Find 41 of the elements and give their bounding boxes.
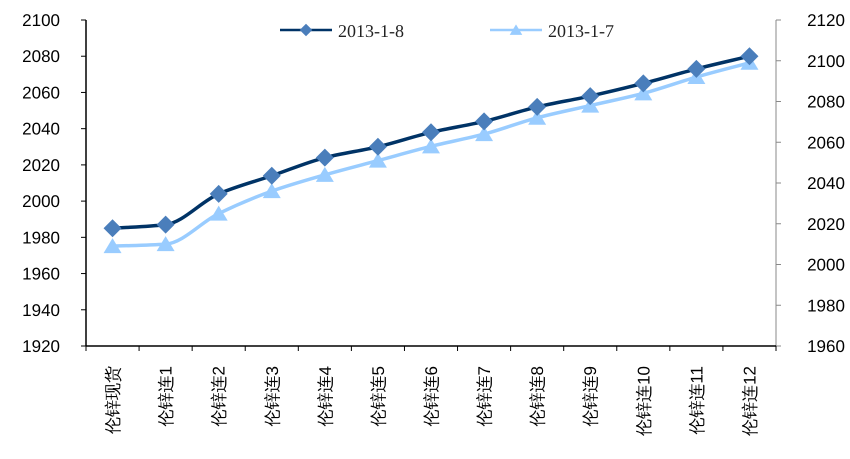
point (422, 138, 440, 154)
y2-tick-label: 2000 (807, 256, 845, 274)
x-tick-label: 伦锌连6 (422, 366, 441, 426)
point (262, 183, 281, 198)
x-tick-label: 伦锌连10 (634, 366, 654, 436)
y-tick-label: 1980 (22, 228, 60, 248)
x-tick-label: 伦锌连2 (210, 366, 229, 426)
y-tick-label: 2000 (22, 192, 60, 212)
y2-tick-label: 2020 (807, 214, 845, 234)
x-tick-label: 伦锌连3 (262, 366, 282, 426)
y2-tick-label: 2100 (807, 52, 845, 71)
x-tick-label: 伦锌连9 (581, 366, 600, 426)
y-tick-label: 2020 (22, 156, 60, 175)
point (156, 236, 175, 252)
y-tick-label: 1920 (22, 337, 60, 356)
y-tick-label: 1960 (22, 264, 60, 284)
x-tick-label: 伦锌连4 (316, 366, 335, 426)
y-tick-label: 2060 (22, 83, 60, 102)
x-tick-label: 伦锌连7 (475, 366, 494, 426)
y2-tick-label: 2080 (807, 92, 845, 112)
y2-tick-label: 1960 (807, 337, 845, 356)
point (210, 206, 228, 221)
x-tick-label: 伦锌连12 (740, 366, 760, 436)
y-tick-label: 2080 (22, 47, 60, 66)
y2-tick-label: 2060 (807, 133, 845, 152)
y-tick-label: 2040 (22, 120, 60, 139)
x-tick-label: 伦锌连8 (528, 366, 548, 426)
x-tick-label: 伦锌连1 (156, 366, 176, 426)
legend-label: 2013-1-7 (548, 21, 614, 41)
y-tick-label: 2100 (22, 11, 60, 30)
y-tick-label: 1940 (22, 300, 60, 320)
y2-tick-label: 2120 (807, 11, 845, 30)
y2-tick-label: 1980 (807, 296, 845, 316)
point (368, 152, 387, 168)
point (104, 238, 122, 254)
x-tick-label: 伦锌连11 (687, 366, 706, 435)
y2-tick-label: 2040 (807, 174, 845, 193)
point (316, 166, 334, 182)
x-tick-label: 伦锌现货 (104, 366, 123, 434)
x-tick-label: 伦锌连5 (368, 366, 388, 426)
legend-label: 2013-1-8 (338, 21, 404, 41)
